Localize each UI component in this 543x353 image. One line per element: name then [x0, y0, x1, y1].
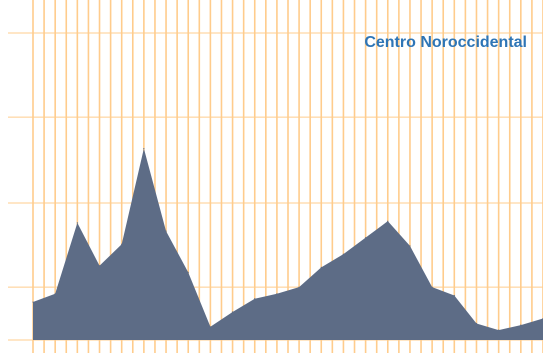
area-series [33, 148, 543, 340]
data-point-8 [209, 326, 211, 328]
data-point-20 [475, 322, 478, 325]
data-point-3 [98, 265, 101, 267]
data-point-6 [165, 230, 167, 232]
data-point-18 [431, 286, 433, 288]
data-point-2 [76, 222, 78, 224]
data-point-4 [121, 243, 123, 245]
data-point-22 [520, 324, 522, 326]
series-layer [32, 147, 543, 340]
data-point-12 [298, 286, 300, 288]
data-point-19 [453, 294, 455, 297]
data-point-9 [231, 311, 234, 313]
data-point-13 [320, 266, 322, 268]
data-point-16 [387, 220, 389, 222]
data-point-1 [54, 293, 56, 295]
chart-title: Centro Noroccidental [364, 34, 527, 51]
data-point-5 [143, 147, 145, 150]
data-point-21 [498, 329, 500, 331]
data-point-14 [342, 253, 345, 255]
data-point-15 [365, 237, 367, 239]
data-point-11 [276, 293, 278, 295]
data-point-7 [187, 271, 189, 273]
data-point-0 [32, 301, 34, 303]
data-point-17 [409, 245, 411, 247]
data-point-10 [254, 298, 256, 300]
